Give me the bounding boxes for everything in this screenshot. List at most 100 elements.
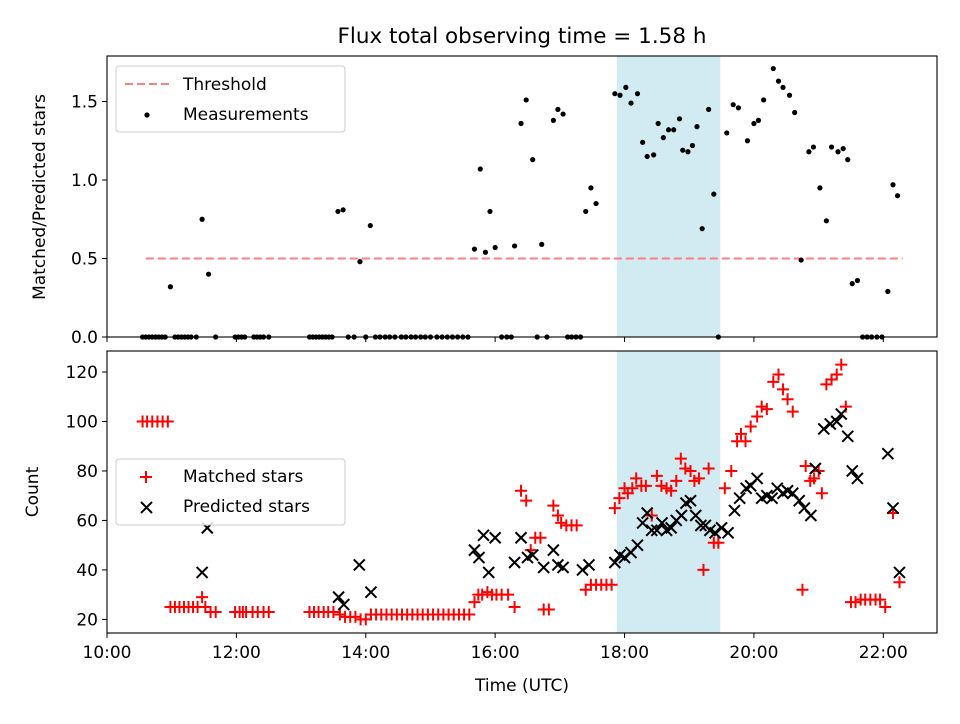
matched-star-point (605, 578, 618, 591)
predicted-star-point (675, 509, 688, 522)
measurement-point (840, 146, 846, 152)
measurement-point (560, 111, 566, 117)
matched-star-point (755, 400, 768, 413)
matched-star-point (702, 462, 715, 475)
matched-star-point (697, 563, 710, 576)
measurement-point (792, 109, 798, 116)
measurement-point (634, 91, 641, 97)
matched-star-point (655, 479, 668, 492)
measurement-point (612, 91, 618, 97)
predicted-star-marks (195, 407, 906, 611)
predicted-star-point (733, 491, 746, 505)
predicted-star-point (765, 491, 779, 505)
matched-star-point (712, 536, 725, 549)
measurement-point (744, 138, 751, 144)
predicted-star-point (650, 524, 664, 537)
matched-star-point (547, 499, 560, 512)
matched-star-point (333, 608, 346, 621)
measurement-point (660, 135, 666, 141)
top-panel: 0.0 0.5 1.0 1.5 Matched/Predicted stars Thr… (30, 55, 938, 348)
predicted-star-point (664, 521, 678, 535)
predicted-star-point (556, 561, 570, 574)
matched-star-point (502, 588, 515, 601)
matched-star-point (555, 516, 568, 529)
matched-star-marks (136, 358, 906, 626)
predicted-star-point (195, 566, 209, 579)
predicted-star-point (851, 472, 864, 485)
measurement-point (786, 92, 793, 98)
predicted-star-point (482, 566, 495, 579)
matched-star-point (874, 593, 887, 606)
measurement-point (806, 149, 812, 155)
matched-star-point (718, 482, 731, 495)
matched-star-point (739, 435, 752, 448)
measurement-point (730, 102, 736, 108)
measurement-point (167, 284, 173, 290)
measurement-point (885, 288, 891, 295)
measurement-point (775, 78, 782, 84)
legend-measurement-label: Measurements (183, 105, 309, 125)
matched-star-point (725, 464, 738, 477)
measurement-point (724, 130, 730, 136)
measurement-point (335, 208, 341, 215)
predicted-star-point (640, 506, 654, 520)
measurement-point (482, 249, 489, 255)
measurement-point (655, 120, 661, 127)
predicted-star-point (841, 430, 854, 443)
bottom-x-tick-label: 10:00 (83, 643, 132, 663)
top-observing-interval-shade (616, 56, 721, 337)
measurement-point (890, 182, 896, 188)
matched-star-point (893, 576, 906, 589)
measurement-point (628, 100, 634, 106)
measurement-point (511, 243, 518, 249)
matched-star-point (835, 358, 848, 371)
matched-star-point (879, 601, 892, 614)
matched-star-point (808, 472, 821, 485)
measurement-point (617, 92, 623, 98)
predicted-star-point (835, 407, 848, 421)
matched-star-point (630, 472, 643, 485)
predicted-star-point (893, 566, 906, 579)
measurement-point (593, 200, 599, 207)
matched-star-point (692, 472, 705, 485)
measurement-point (828, 144, 835, 150)
bottom-x-tick-label: 18:00 (600, 643, 649, 663)
measurement-point (894, 193, 901, 199)
measurement-point (845, 157, 851, 163)
matched-star-point (767, 375, 780, 388)
predicted-star-point (508, 556, 521, 569)
predicted-star-point (332, 590, 345, 604)
matched-star-point (815, 487, 828, 500)
matched-star-point (626, 482, 639, 495)
predicted-star-point (547, 543, 560, 557)
measurement-point (523, 97, 529, 103)
predicted-star-point (792, 494, 806, 507)
measurement-point (492, 244, 498, 251)
predicted-star-point (477, 529, 490, 542)
predicted-star-point (846, 464, 859, 478)
predicted-star-point (337, 598, 350, 611)
predicted-star-point (514, 531, 528, 544)
top-y-tick-label: 0.0 (71, 328, 98, 348)
matched-star-point (645, 509, 658, 522)
measurement-point (711, 191, 717, 197)
predicted-star-point (488, 531, 502, 544)
matched-star-point (781, 393, 794, 406)
predicted-star-point (886, 501, 900, 515)
legend-matched-label: Matched stars (183, 467, 303, 487)
matched-star-point (830, 368, 843, 381)
measurement-point (699, 226, 705, 232)
top-measurement-marks (139, 65, 901, 340)
figure-title: Flux total observing time = 1.58 h (338, 24, 707, 49)
matched-star-point (196, 591, 209, 604)
top-x-axis-ticks (106, 337, 884, 342)
matched-star-point (542, 603, 555, 616)
measurement-point (555, 106, 561, 112)
measurement-point (735, 105, 741, 111)
bottom-x-tick-label: 20:00 (729, 643, 778, 663)
matched-star-point (674, 452, 687, 465)
measurement-point (810, 144, 817, 150)
predicted-star-point (472, 551, 486, 564)
matched-star-point (670, 474, 683, 487)
